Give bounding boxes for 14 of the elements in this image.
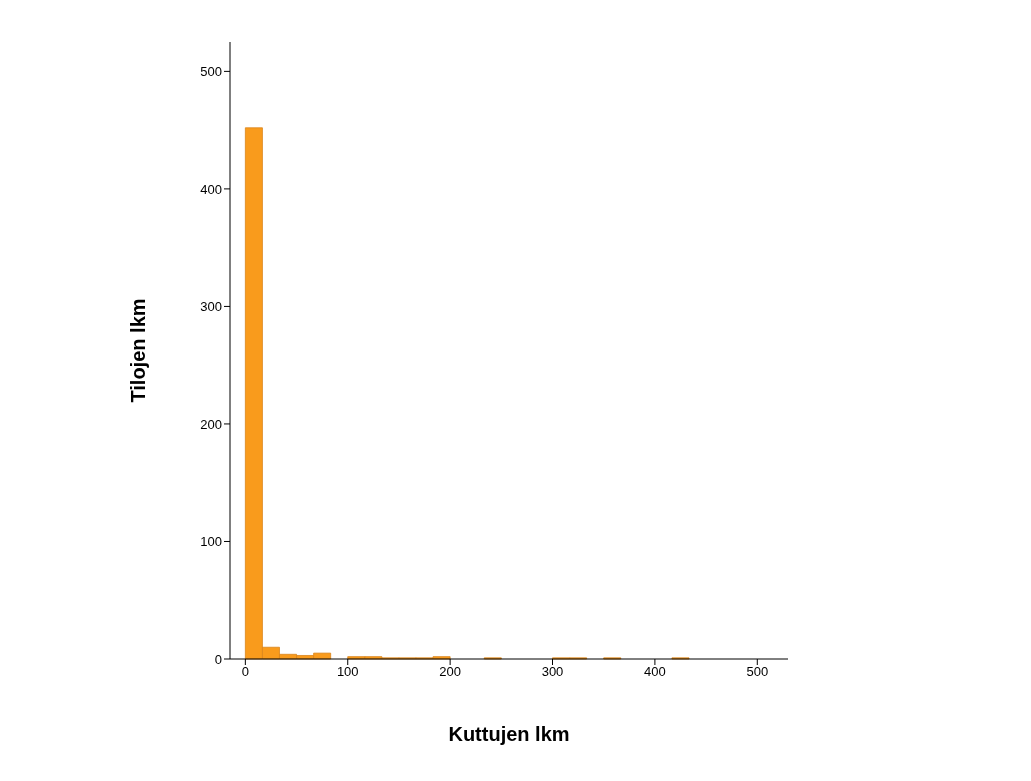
x-tick-label: 300 — [541, 664, 564, 680]
x-tick-label: 400 — [644, 664, 666, 680]
y-tick-label: 100 — [200, 534, 222, 550]
y-tick-label: 0 — [214, 651, 222, 667]
x-tick-label: 0 — [241, 664, 249, 680]
x-axis-title: Kuttujen lkm — [448, 723, 570, 745]
x-tick-label: 200 — [439, 664, 461, 680]
y-tick-label: 200 — [200, 416, 222, 432]
x-tick-label: 500 — [746, 664, 769, 680]
y-tick-label: 500 — [200, 64, 222, 79]
y-tick-label: 300 — [200, 299, 222, 315]
x-tick-label: 100 — [336, 664, 359, 680]
y-axis-title: Tilojen lkm — [127, 298, 150, 403]
y-tick-label: 400 — [200, 181, 222, 197]
